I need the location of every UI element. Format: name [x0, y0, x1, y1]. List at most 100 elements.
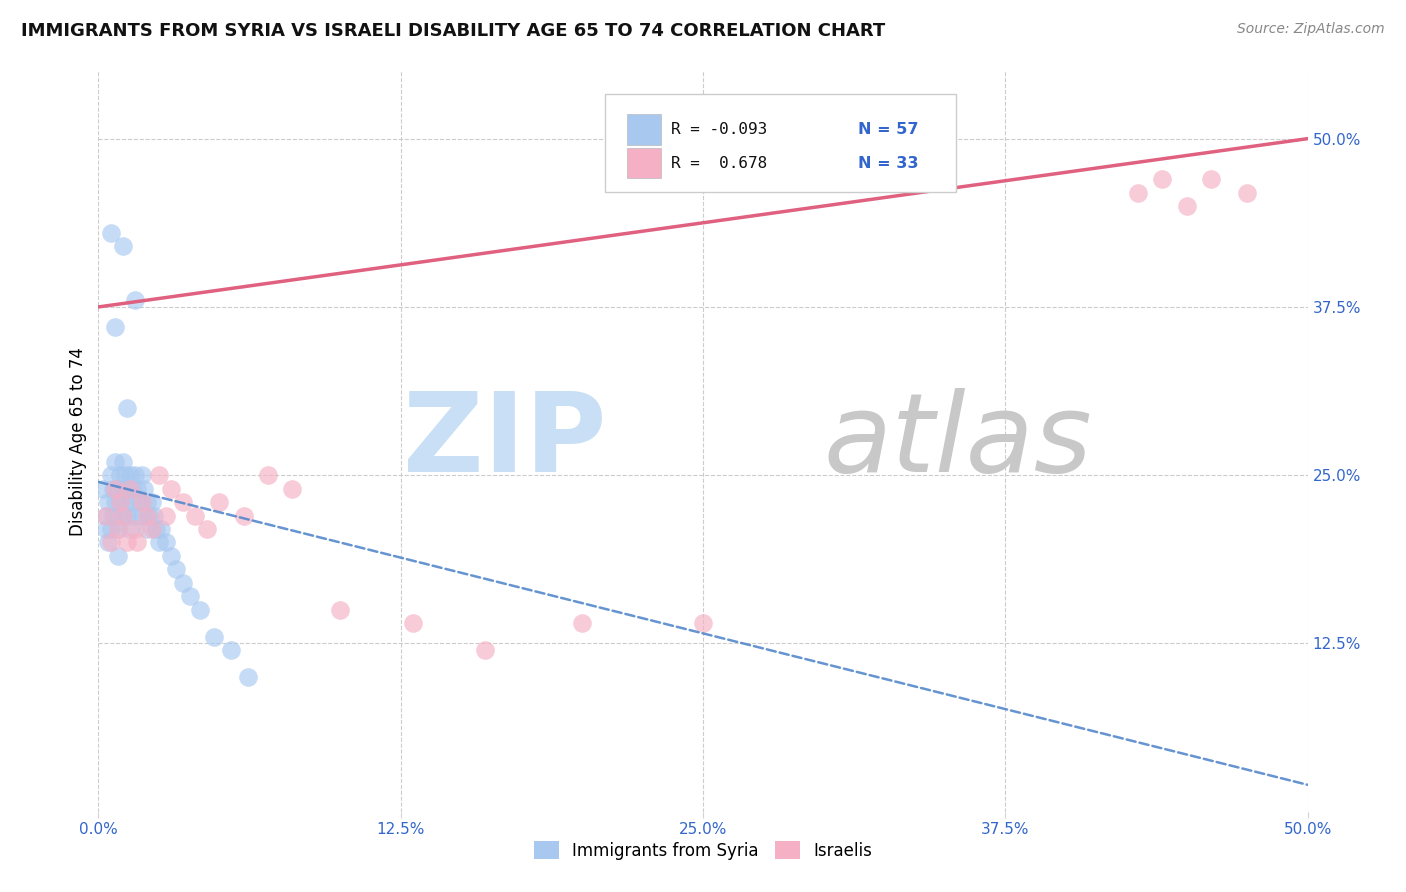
Point — [117, 401, 139, 415]
Point — [128, 495, 150, 509]
Point — [204, 630, 226, 644]
Point — [150, 522, 173, 536]
Point — [208, 495, 231, 509]
Point — [402, 616, 425, 631]
Point — [111, 455, 134, 469]
Point — [104, 495, 127, 509]
Point — [1175, 199, 1198, 213]
Point — [165, 562, 187, 576]
Point — [184, 508, 207, 523]
Point — [172, 575, 194, 590]
Point — [111, 239, 134, 253]
Point — [1236, 186, 1258, 200]
Point — [97, 535, 120, 549]
Point — [221, 643, 243, 657]
Point — [124, 508, 146, 523]
Text: R = -0.093: R = -0.093 — [671, 122, 766, 136]
Point — [118, 468, 141, 483]
Point — [281, 482, 304, 496]
Point — [111, 508, 134, 523]
Text: ZIP: ZIP — [404, 388, 606, 495]
Point — [117, 482, 139, 496]
Point — [179, 590, 201, 604]
Point — [117, 535, 139, 549]
Point — [124, 293, 146, 308]
Point — [127, 482, 149, 496]
Point — [256, 468, 278, 483]
Point — [160, 482, 183, 496]
Point — [108, 468, 131, 483]
Point — [104, 320, 127, 334]
Point — [104, 455, 127, 469]
Point — [101, 508, 124, 523]
Point — [141, 495, 163, 509]
Point — [114, 468, 136, 483]
Point — [692, 616, 714, 631]
Text: R =  0.678: R = 0.678 — [671, 156, 766, 170]
Point — [117, 508, 139, 523]
Point — [108, 495, 131, 509]
Point — [127, 535, 149, 549]
Text: IMMIGRANTS FROM SYRIA VS ISRAELI DISABILITY AGE 65 TO 74 CORRELATION CHART: IMMIGRANTS FROM SYRIA VS ISRAELI DISABIL… — [21, 22, 886, 40]
Point — [100, 522, 122, 536]
Point — [111, 508, 134, 523]
Point — [571, 616, 593, 631]
Point — [100, 226, 122, 240]
Point — [135, 508, 157, 523]
Point — [131, 508, 153, 523]
Point — [104, 482, 127, 496]
Point — [118, 522, 141, 536]
Point — [91, 482, 114, 496]
Point — [101, 482, 124, 496]
Point — [141, 522, 163, 536]
Point — [111, 482, 134, 496]
Point — [474, 643, 496, 657]
Point — [107, 508, 129, 523]
Point — [100, 535, 122, 549]
Point — [108, 495, 131, 509]
Point — [124, 468, 146, 483]
Point — [155, 508, 177, 523]
Point — [121, 495, 143, 509]
Point — [195, 522, 218, 536]
Point — [143, 508, 166, 523]
Text: atlas: atlas — [824, 388, 1092, 495]
Point — [232, 508, 254, 523]
Point — [188, 603, 211, 617]
Point — [94, 522, 117, 536]
Y-axis label: Disability Age 65 to 74: Disability Age 65 to 74 — [69, 347, 87, 536]
Point — [131, 495, 153, 509]
Point — [148, 468, 170, 483]
Point — [94, 508, 117, 523]
Point — [135, 522, 157, 536]
Point — [121, 482, 143, 496]
Point — [107, 549, 129, 563]
Point — [100, 468, 122, 483]
Point — [1199, 172, 1222, 186]
Text: N = 57: N = 57 — [858, 122, 918, 136]
Point — [238, 670, 260, 684]
Point — [155, 535, 177, 549]
Point — [172, 495, 194, 509]
Point — [1128, 186, 1150, 200]
Point — [114, 495, 136, 509]
Point — [135, 495, 157, 509]
Point — [134, 482, 156, 496]
Point — [138, 508, 160, 523]
Point — [131, 468, 153, 483]
Point — [107, 522, 129, 536]
Point — [145, 522, 167, 536]
Point — [118, 482, 141, 496]
Point — [107, 482, 129, 496]
Point — [97, 495, 120, 509]
Point — [1152, 172, 1174, 186]
Text: Source: ZipAtlas.com: Source: ZipAtlas.com — [1237, 22, 1385, 37]
Point — [160, 549, 183, 563]
Point — [148, 535, 170, 549]
Text: N = 33: N = 33 — [858, 156, 918, 170]
Point — [329, 603, 352, 617]
Legend: Immigrants from Syria, Israelis: Immigrants from Syria, Israelis — [527, 835, 879, 866]
Point — [107, 522, 129, 536]
Point — [124, 522, 146, 536]
Point — [94, 508, 117, 523]
